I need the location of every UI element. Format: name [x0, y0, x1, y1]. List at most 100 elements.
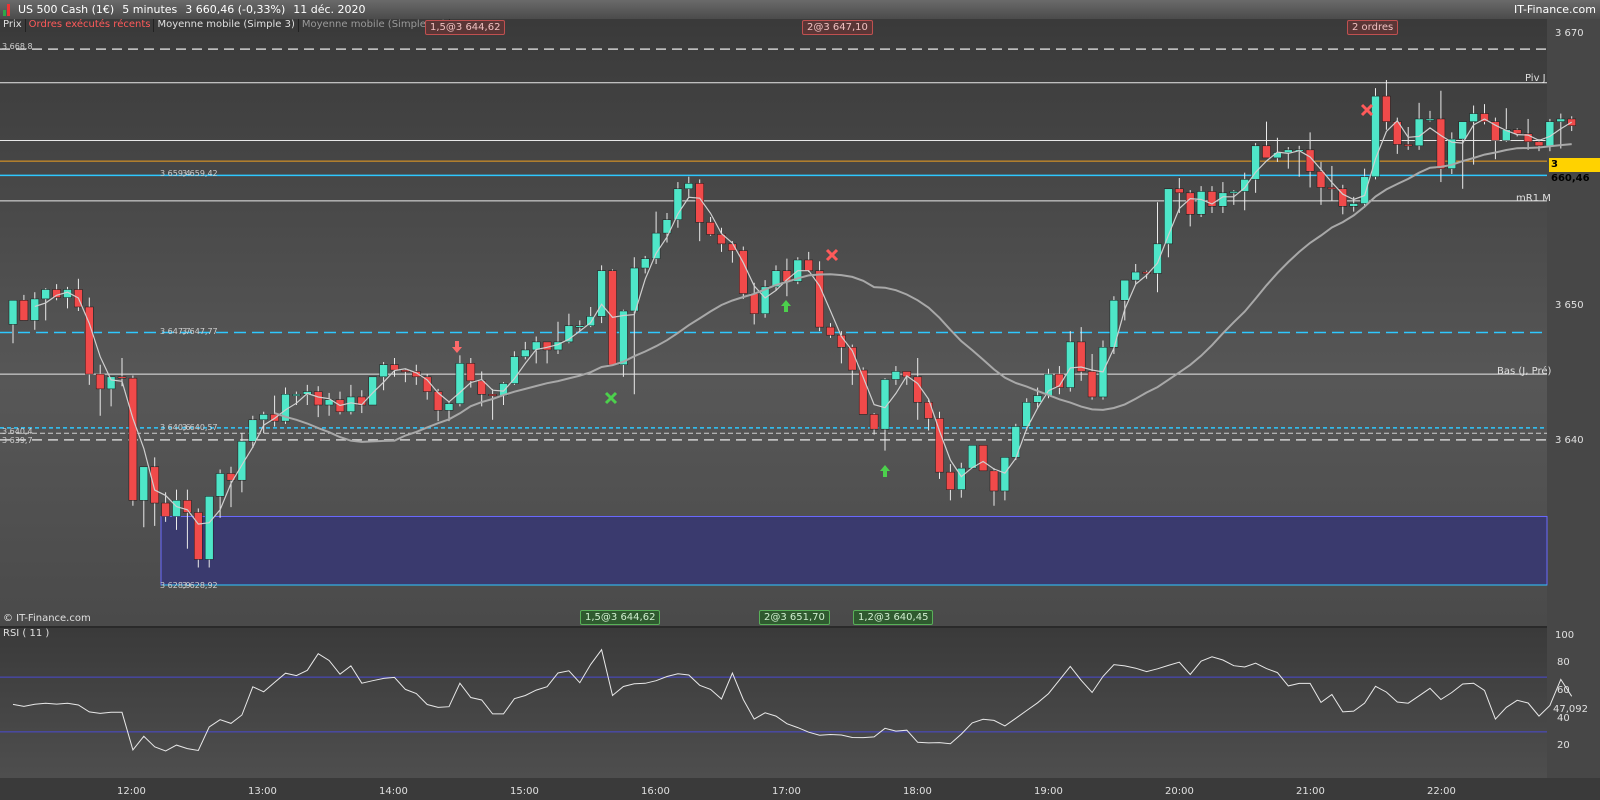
- support-zone: [160, 515, 1548, 586]
- candle-body: [1055, 373, 1064, 388]
- time-label: 13:00: [248, 786, 277, 797]
- candle-body: [858, 369, 868, 415]
- app-logo-icon: [3, 3, 10, 16]
- candle-body: [521, 349, 530, 357]
- level-label: 3 628,92: [182, 581, 218, 590]
- candle-body: [1207, 191, 1217, 207]
- candle-body: [1011, 426, 1021, 458]
- candle-body: [324, 399, 334, 406]
- candle-body: [717, 234, 726, 245]
- candle-body: [161, 502, 170, 517]
- brand-label: IT-Finance.com: [1514, 3, 1596, 16]
- close-position-icon: [604, 391, 618, 405]
- candle-body: [204, 496, 214, 560]
- candle-body: [957, 467, 966, 490]
- price-change: 3 660,46 (-0,33%): [185, 3, 286, 16]
- candle-body: [1131, 271, 1140, 281]
- candle-body: [1491, 121, 1500, 141]
- candle-body: [444, 403, 454, 411]
- candle-body: [1338, 188, 1348, 207]
- time-label: 15:00: [510, 786, 539, 797]
- candle-body: [1534, 141, 1544, 147]
- candle-body: [1120, 279, 1130, 301]
- candle-body: [640, 258, 650, 269]
- legend-item-ma3[interactable]: Moyenne mobile (Simple 3): [154, 19, 299, 32]
- candle-body: [1273, 152, 1282, 159]
- candle-body: [128, 377, 138, 501]
- candle-body: [586, 316, 595, 327]
- candle-body: [706, 222, 715, 235]
- legend-bar: Prix Ordres exécutés récents Moyenne mob…: [0, 19, 450, 32]
- chart-date: 11 déc. 2020: [293, 3, 366, 16]
- rsi-panel[interactable]: [0, 628, 1547, 778]
- low-label: Bas (J, Pré): [1497, 366, 1552, 377]
- order-badge-top[interactable]: 2 ordres: [1347, 20, 1399, 35]
- candle-body: [913, 376, 922, 403]
- candle-body: [1458, 121, 1467, 140]
- candle-body: [815, 270, 824, 328]
- candle-body: [510, 356, 519, 384]
- time-label: 19:00: [1034, 786, 1063, 797]
- candle-body: [651, 232, 661, 259]
- candle-body: [52, 289, 61, 298]
- rsi-value-label: 47,092: [1553, 704, 1588, 715]
- buy-arrow-icon: [880, 465, 890, 477]
- candle-body: [237, 441, 247, 481]
- candle-body: [946, 471, 955, 490]
- level-label: 3 659,42: [182, 169, 218, 178]
- candle-body: [848, 347, 857, 371]
- candle-body: [455, 363, 465, 404]
- price-axis-label: 3 640: [1555, 435, 1584, 446]
- order-badge-bottom[interactable]: 1,2@3 640,45: [853, 610, 934, 625]
- timeframe[interactable]: 5 minutes: [122, 3, 178, 16]
- candle-body: [1436, 118, 1446, 169]
- level-label: 3 640,57: [182, 423, 218, 432]
- current-price-tag: 3 660,46: [1549, 158, 1600, 184]
- order-badge-bottom[interactable]: 2@3 651,70: [759, 610, 830, 625]
- candle-body: [967, 445, 977, 469]
- order-badge-top[interactable]: 1,5@3 644,62: [425, 20, 506, 35]
- candle-body: [1087, 371, 1097, 398]
- candle-body: [390, 364, 399, 371]
- rsi-title[interactable]: RSI ( 11 ): [3, 628, 50, 639]
- time-axis[interactable]: [0, 778, 1600, 800]
- candle-body: [1371, 95, 1380, 177]
- candle-body: [1262, 145, 1271, 159]
- candle-body: [1556, 118, 1566, 122]
- legend-item-price[interactable]: Prix: [0, 19, 26, 32]
- order-badge-bottom[interactable]: 1,5@3 644,62: [580, 610, 661, 625]
- candle-body: [488, 394, 497, 397]
- candle-body: [619, 310, 628, 365]
- candle-body: [1349, 203, 1358, 207]
- price-axis-label: 3 650: [1555, 300, 1584, 311]
- candle-body: [1142, 271, 1151, 274]
- rsi-line: [12, 648, 1573, 752]
- candle-body: [433, 391, 443, 411]
- panel-separator[interactable]: [0, 626, 1547, 628]
- rsi-axis-label: 40: [1557, 713, 1570, 724]
- time-label: 14:00: [379, 786, 408, 797]
- candle-body: [346, 396, 356, 412]
- rsi-axis-label: 100: [1555, 630, 1575, 641]
- candle-body: [183, 500, 192, 513]
- candle-body: [379, 364, 388, 378]
- ma3-line: [34, 118, 1573, 525]
- candle-body: [1175, 188, 1184, 194]
- candle-body: [1218, 192, 1228, 207]
- candle-body: [749, 293, 759, 314]
- pivot-label: Piv J: [1525, 73, 1546, 84]
- legend-item-orders[interactable]: Ordres exécutés récents: [25, 19, 155, 32]
- candle-body: [662, 219, 672, 234]
- candle-body: [1327, 187, 1337, 190]
- candle-body: [771, 270, 781, 288]
- close-position-icon: [1360, 103, 1374, 117]
- time-label: 18:00: [903, 786, 932, 797]
- candle-body: [924, 402, 933, 419]
- order-badge-top[interactable]: 2@3 647,10: [802, 20, 873, 35]
- price-axis-label: 3 670: [1555, 28, 1584, 39]
- candle-body: [1251, 145, 1260, 180]
- candle-body: [1305, 149, 1315, 172]
- candle-body: [1284, 149, 1293, 153]
- instrument-name: US 500 Cash (1€): [18, 3, 115, 16]
